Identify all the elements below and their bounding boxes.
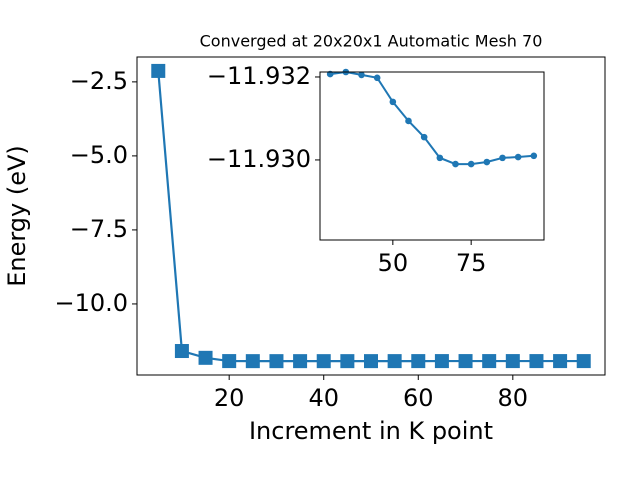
data-point — [389, 98, 397, 106]
data-point — [364, 354, 378, 369]
x-tick-label: 50 — [378, 249, 409, 277]
data-point — [420, 133, 428, 141]
data-point — [174, 344, 189, 359]
data-point — [198, 350, 213, 365]
data-point — [340, 354, 355, 369]
x-axis-label: Increment in K point — [249, 417, 493, 445]
data-point — [387, 354, 402, 369]
data-point — [529, 354, 544, 369]
y-tick-label: −10.0 — [54, 289, 128, 317]
data-point — [499, 154, 506, 162]
data-point — [436, 154, 444, 162]
data-point — [530, 152, 538, 160]
y-tick-label: −7.5 — [70, 215, 128, 243]
data-point — [483, 158, 491, 166]
data-point — [411, 354, 426, 369]
y-tick-label: −2.5 — [70, 67, 128, 95]
x-tick-label: 60 — [403, 384, 434, 412]
x-tick-label: 75 — [456, 249, 487, 277]
data-point — [467, 160, 475, 168]
y-axis-label: Energy (eV) — [3, 145, 31, 287]
data-point — [405, 117, 412, 125]
data-point — [576, 354, 591, 369]
x-tick-label: 40 — [308, 384, 339, 412]
data-point — [514, 153, 522, 161]
data-point — [458, 354, 473, 369]
x-tick-label: 80 — [498, 384, 529, 412]
data-point — [482, 354, 497, 369]
data-point — [245, 354, 260, 369]
axes-frame — [319, 71, 545, 241]
y-tick-label: −5.0 — [70, 141, 128, 169]
data-point — [358, 71, 365, 79]
data-point — [434, 354, 449, 369]
data-point — [316, 354, 331, 369]
data-point — [222, 354, 237, 369]
data-point — [553, 354, 568, 369]
data-point — [452, 160, 459, 168]
x-tick-label: 20 — [214, 384, 245, 412]
plot-area — [320, 72, 544, 240]
chart-title: Converged at 20x20x1 Automatic Mesh 70 — [200, 32, 543, 51]
data-point — [269, 354, 284, 369]
y-tick-label: −11.932 — [207, 62, 311, 90]
data-point — [151, 63, 166, 78]
axes-frame — [136, 56, 606, 376]
y-tick-label: −11.930 — [207, 145, 311, 173]
data-point — [293, 354, 308, 369]
data-point — [505, 354, 520, 369]
data-point — [373, 74, 381, 82]
